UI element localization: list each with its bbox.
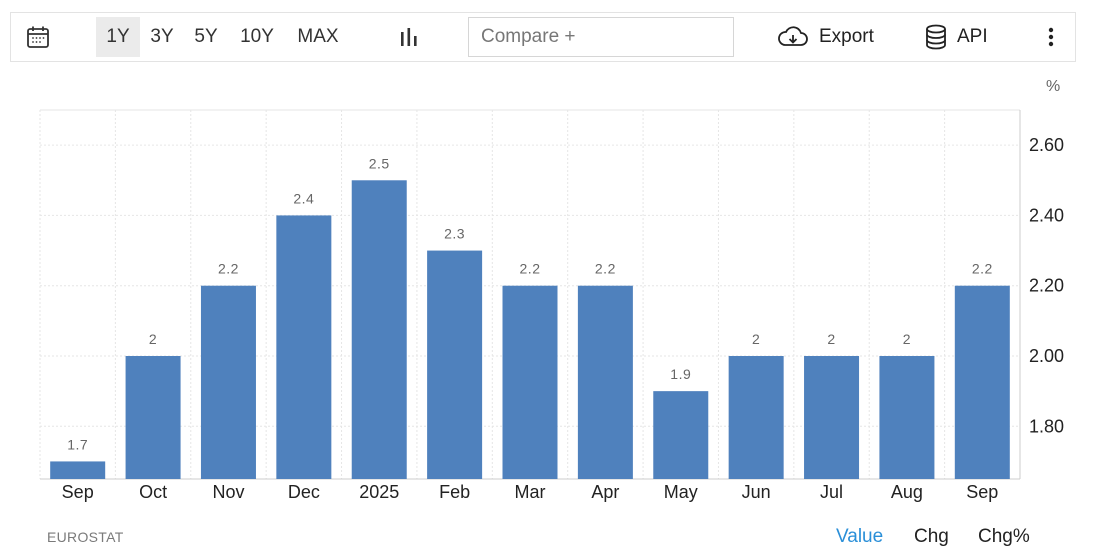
bar[interactable]: [879, 356, 935, 479]
bar-chart: 1.80 2.00 2.20 2.40 2.60% 1.7 Sep 2 Oct 2.2 Nov 2.4…: [39, 78, 1064, 502]
data-label: 1.7: [67, 436, 88, 452]
range-button-max[interactable]: MAX: [297, 26, 339, 47]
x-tick-label: Sep: [966, 482, 998, 502]
bar[interactable]: [728, 356, 784, 479]
x-tick-label: Feb: [439, 482, 470, 502]
bar[interactable]: [577, 285, 633, 479]
y-tick-label: 2.60: [1029, 135, 1064, 155]
bar[interactable]: [954, 285, 1010, 479]
database-icon: [926, 24, 946, 50]
cloud-download-icon: [778, 26, 808, 46]
data-label: 2.3: [444, 226, 465, 242]
bar[interactable]: [804, 356, 860, 479]
more-options-icon[interactable]: [1043, 13, 1059, 61]
calendar-icon[interactable]: [25, 13, 51, 61]
range-button-1y[interactable]: 1Y: [96, 17, 140, 57]
y-tick-label: 2.00: [1029, 346, 1064, 366]
data-label: 2.2: [972, 261, 993, 277]
x-tick-label: Dec: [288, 482, 320, 502]
bar[interactable]: [351, 180, 407, 480]
api-button[interactable]: API: [925, 13, 988, 61]
chart-type-icon[interactable]: [399, 13, 421, 61]
data-label: 2.5: [369, 155, 390, 171]
x-tick-label: Mar: [515, 482, 546, 502]
range-button-3y[interactable]: 3Y: [150, 26, 174, 47]
data-label: 2: [149, 331, 157, 347]
bar[interactable]: [653, 391, 709, 479]
range-button-5y[interactable]: 5Y: [194, 26, 218, 47]
y-tick-label: 1.80: [1029, 416, 1064, 436]
data-label: 2: [827, 331, 835, 347]
source-label: EUROSTAT: [47, 529, 124, 545]
export-label: Export: [819, 26, 874, 47]
tab-value[interactable]: Value: [836, 526, 884, 547]
x-tick-label: 2025: [359, 482, 399, 502]
data-label: 2.4: [293, 190, 314, 206]
x-tick-label: Apr: [591, 482, 619, 502]
x-tick-label: May: [664, 482, 698, 502]
compare-input[interactable]: [468, 17, 734, 57]
bar[interactable]: [125, 356, 181, 479]
chart-toolbar: 1Y 3Y 5Y 10Y MAX Export: [10, 12, 1076, 62]
bar[interactable]: [502, 285, 558, 479]
data-label: 1.9: [670, 366, 691, 382]
range-button-10y[interactable]: 10Y: [240, 26, 274, 47]
tab-chg[interactable]: Chg: [914, 526, 949, 547]
bar[interactable]: [276, 215, 332, 479]
y-unit-label: %: [1046, 78, 1060, 95]
data-label: 2.2: [218, 261, 239, 277]
data-label: 2.2: [595, 261, 616, 277]
data-label: 2: [903, 331, 911, 347]
x-tick-label: Jun: [742, 482, 771, 502]
y-tick-label: 2.40: [1029, 205, 1064, 225]
tab-chg-percent[interactable]: Chg%: [978, 526, 1030, 547]
y-tick-label: 2.20: [1029, 276, 1064, 296]
x-tick-label: Nov: [212, 482, 244, 502]
export-button[interactable]: Export: [777, 13, 874, 61]
bar[interactable]: [427, 250, 483, 479]
data-label: 2.2: [520, 261, 541, 277]
bar[interactable]: [200, 285, 256, 479]
x-tick-label: Jul: [820, 482, 843, 502]
api-label: API: [957, 26, 988, 47]
x-tick-label: Oct: [139, 482, 167, 502]
bar[interactable]: [50, 461, 106, 479]
data-label: 2: [752, 331, 760, 347]
x-tick-label: Aug: [891, 482, 923, 502]
x-tick-label: Sep: [62, 482, 94, 502]
